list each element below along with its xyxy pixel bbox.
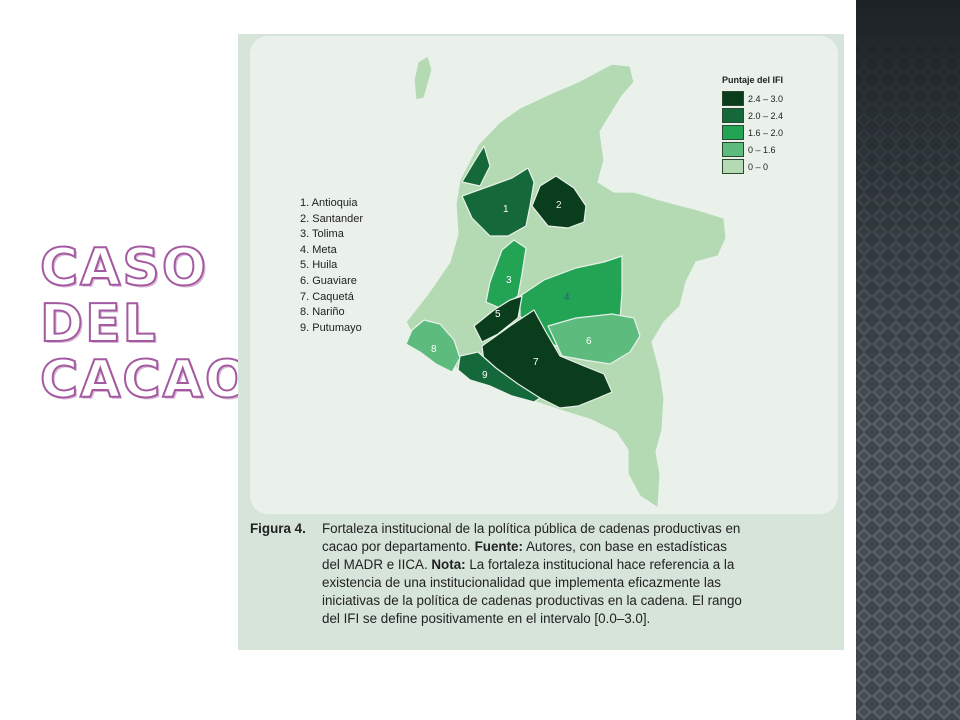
- map-region-guaviare: [547, 313, 641, 365]
- map-legend: Puntaje del IFI 2.4 – 3.0 2.0 – 2.4 1.6 …: [722, 75, 783, 175]
- decorative-side-pattern: [856, 0, 960, 720]
- map-label-4: 4: [564, 292, 570, 303]
- map-label-7: 7: [533, 357, 539, 368]
- caption-label: Figura 4.: [250, 521, 306, 536]
- department-item: 6. Guaviare: [300, 274, 357, 287]
- department-item: 7. Caquetá: [300, 290, 354, 303]
- map-region-base: [413, 55, 433, 101]
- slide-title: Caso del cacao: [39, 238, 252, 410]
- department-item: 9. Putumayo: [300, 321, 362, 334]
- legend-item: 2.0 – 2.4: [722, 107, 783, 124]
- caption-line: del MADR e IICA. Nota: La fortaleza inst…: [322, 557, 735, 572]
- legend-label: 0 – 1.6: [748, 144, 776, 155]
- legend-label: 2.0 – 2.4: [748, 110, 784, 121]
- legend-label: 1.6 – 2.0: [748, 127, 784, 138]
- legend-title: Puntaje del IFI: [722, 75, 784, 85]
- legend-item: 0 – 1.6: [722, 141, 783, 158]
- department-item: 4. Meta: [300, 243, 337, 256]
- legend-item: 1.6 – 2.0: [722, 124, 783, 141]
- caption-line: existencia de una institucionalidad que …: [322, 575, 721, 590]
- department-item: 1. Antioquia: [300, 197, 358, 209]
- map-label-5: 5: [495, 309, 501, 320]
- map-region-santander: [531, 175, 587, 229]
- department-item: 3. Tolima: [300, 228, 344, 241]
- department-item: 2. Santander: [300, 212, 363, 225]
- legend-swatch: [722, 125, 744, 140]
- legend-swatch: [722, 159, 744, 174]
- map-label-9: 9: [482, 370, 488, 381]
- caption-line: del IFI se define positivamente en el in…: [322, 611, 651, 626]
- legend-swatch: [722, 142, 744, 157]
- legend-label: 0 – 0: [748, 161, 769, 172]
- legend-item: 2.4 – 3.0: [722, 90, 783, 107]
- figure-caption: Figura 4. Fortaleza institucional de la …: [250, 520, 835, 628]
- map-region-putumayo: [457, 351, 541, 403]
- map-label-3: 3: [506, 275, 512, 286]
- legend-item: 0 – 0: [722, 158, 783, 175]
- map-label-8: 8: [431, 344, 437, 355]
- map-region-choco-strip: [461, 145, 491, 187]
- legend-swatch: [722, 91, 744, 106]
- legend-label: 2.4 – 3.0: [748, 93, 784, 104]
- map-region-tolima: [485, 239, 527, 309]
- map-label-2: 2: [556, 200, 562, 211]
- colombia-map: 1 2 3 4 5 6 7 8 9: [405, 55, 727, 509]
- legend-swatch: [722, 108, 744, 123]
- caption-text: Fortaleza institucional de la política p…: [322, 520, 835, 628]
- caption-line: Fortaleza institucional de la política p…: [322, 521, 741, 536]
- map-region-huila: [473, 295, 523, 343]
- caption-line: cacao por departamento. Fuente: Autores,…: [322, 539, 727, 554]
- department-item: 5. Huila: [300, 259, 338, 272]
- map-region-antioquia: [461, 167, 535, 237]
- department-list: 1. Antioquia 2. Santander 3. Tolima 4. M…: [300, 196, 363, 336]
- map-region-narino: [405, 319, 461, 373]
- caption-line: iniciativas de la política de cadenas pr…: [322, 593, 742, 608]
- department-item: 8. Nariño: [300, 306, 345, 319]
- map-label-6: 6: [586, 336, 592, 347]
- map-label-1: 1: [503, 204, 509, 215]
